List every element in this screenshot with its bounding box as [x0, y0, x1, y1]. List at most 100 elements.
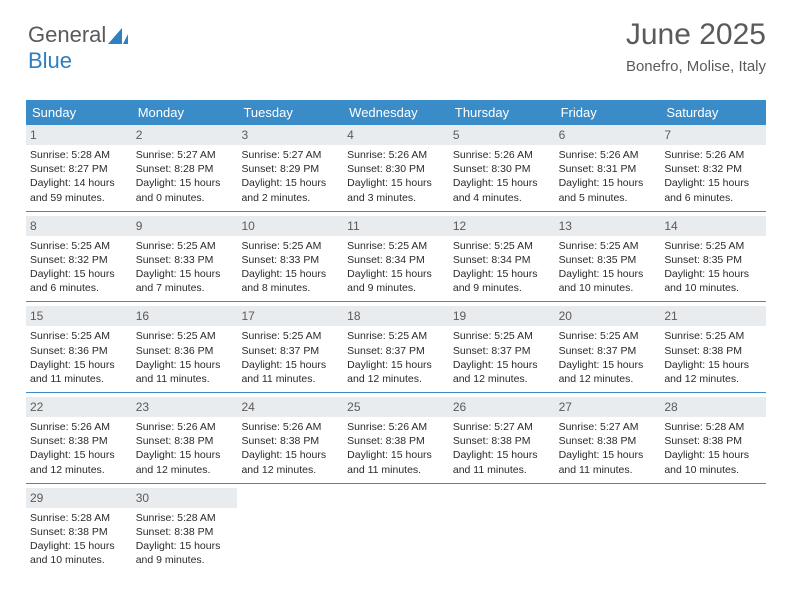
- day-number: 17: [237, 306, 343, 326]
- day-details: Sunrise: 5:25 AMSunset: 8:35 PMDaylight:…: [559, 239, 657, 296]
- day-details: Sunrise: 5:25 AMSunset: 8:32 PMDaylight:…: [30, 239, 128, 296]
- day-number: 21: [660, 306, 766, 326]
- calendar-day: 7 Sunrise: 5:26 AMSunset: 8:32 PMDaylight…: [660, 125, 766, 211]
- day-details: Sunrise: 5:28 AMSunset: 8:38 PMDaylight:…: [136, 511, 234, 568]
- day-number: 9: [132, 216, 238, 236]
- day-details: Sunrise: 5:28 AMSunset: 8:38 PMDaylight:…: [664, 420, 762, 477]
- day-details: Sunrise: 5:28 AMSunset: 8:38 PMDaylight:…: [30, 511, 128, 568]
- day-number: 8: [26, 216, 132, 236]
- page-header: June 2025 Bonefro, Molise, Italy: [626, 18, 766, 75]
- weekday-header: Sunday: [26, 100, 132, 125]
- day-details: Sunrise: 5:27 AMSunset: 8:38 PMDaylight:…: [453, 420, 551, 477]
- day-details: Sunrise: 5:26 AMSunset: 8:38 PMDaylight:…: [241, 420, 339, 477]
- day-details: Sunrise: 5:25 AMSunset: 8:33 PMDaylight:…: [241, 239, 339, 296]
- calendar-day: 15 Sunrise: 5:25 AMSunset: 8:36 PMDayligh…: [26, 306, 132, 392]
- day-number: 23: [132, 397, 238, 417]
- day-number: 26: [449, 397, 555, 417]
- day-details: Sunrise: 5:26 AMSunset: 8:31 PMDaylight:…: [559, 148, 657, 205]
- page-title: June 2025: [626, 18, 766, 52]
- day-number: 18: [343, 306, 449, 326]
- calendar-day: 23 Sunrise: 5:26 AMSunset: 8:38 PMDayligh…: [132, 397, 238, 483]
- calendar-day: 14Sunrise: 5:25 AMSunset: 8:35 PMDayligh…: [660, 216, 766, 302]
- day-number: 1: [26, 125, 132, 145]
- weekday-header: Wednesday: [343, 100, 449, 125]
- calendar-day: 9 Sunrise: 5:25 AMSunset: 8:33 PMDaylight…: [132, 216, 238, 302]
- calendar-day: 6 Sunrise: 5:26 AMSunset: 8:31 PMDaylight…: [555, 125, 661, 211]
- calendar-day: 16 Sunrise: 5:25 AMSunset: 8:36 PMDayligh…: [132, 306, 238, 392]
- day-details: Sunrise: 5:27 AMSunset: 8:38 PMDaylight:…: [559, 420, 657, 477]
- day-details: Sunrise: 5:27 AMSunset: 8:28 PMDaylight:…: [136, 148, 234, 205]
- logo-text-blue: Blue: [28, 48, 72, 73]
- day-number: 28: [660, 397, 766, 417]
- day-details: Sunrise: 5:26 AMSunset: 8:38 PMDaylight:…: [30, 420, 128, 477]
- day-details: Sunrise: 5:25 AMSunset: 8:34 PMDaylight:…: [347, 239, 445, 296]
- day-number: 15: [26, 306, 132, 326]
- calendar-day: 5 Sunrise: 5:26 AMSunset: 8:30 PMDaylight…: [449, 125, 555, 211]
- calendar-day: 28 Sunrise: 5:28 AMSunset: 8:38 PMDayligh…: [660, 397, 766, 483]
- calendar-day: 20Sunrise: 5:25 AMSunset: 8:37 PMDayligh…: [555, 306, 661, 392]
- weekday-header-row: SundayMondayTuesdayWednesdayThursdayFrid…: [26, 100, 766, 125]
- calendar-day: 12 Sunrise: 5:25 AMSunset: 8:34 PMDayligh…: [449, 216, 555, 302]
- day-number: 6: [555, 125, 661, 145]
- sail-icon: [108, 28, 128, 44]
- logo-text-gray: General: [28, 22, 106, 47]
- day-details: Sunrise: 5:25 AMSunset: 8:36 PMDaylight:…: [30, 329, 128, 386]
- calendar-day: 30 Sunrise: 5:28 AMSunset: 8:38 PMDayligh…: [132, 488, 238, 574]
- day-number: 4: [343, 125, 449, 145]
- day-details: Sunrise: 5:28 AMSunset: 8:27 PMDaylight:…: [30, 148, 128, 205]
- day-details: Sunrise: 5:25 AMSunset: 8:37 PMDaylight:…: [453, 329, 551, 386]
- day-number: 27: [555, 397, 661, 417]
- day-details: Sunrise: 5:26 AMSunset: 8:38 PMDaylight:…: [136, 420, 234, 477]
- day-number: 2: [132, 125, 238, 145]
- day-details: Sunrise: 5:26 AMSunset: 8:38 PMDaylight:…: [347, 420, 445, 477]
- calendar-day: 17 Sunrise: 5:25 AMSunset: 8:37 PMDayligh…: [237, 306, 343, 392]
- day-number: 7: [660, 125, 766, 145]
- day-number: 10: [237, 216, 343, 236]
- day-number: 11: [343, 216, 449, 236]
- calendar-day: 10 Sunrise: 5:25 AMSunset: 8:33 PMDayligh…: [237, 216, 343, 302]
- day-details: Sunrise: 5:25 AMSunset: 8:37 PMDaylight:…: [347, 329, 445, 386]
- calendar-day: 8 Sunrise: 5:25 AMSunset: 8:32 PMDaylight…: [26, 216, 132, 302]
- day-number: 19: [449, 306, 555, 326]
- day-details: Sunrise: 5:26 AMSunset: 8:30 PMDaylight:…: [347, 148, 445, 205]
- day-details: Sunrise: 5:26 AMSunset: 8:30 PMDaylight:…: [453, 148, 551, 205]
- day-details: Sunrise: 5:27 AMSunset: 8:29 PMDaylight:…: [241, 148, 339, 205]
- location-text: Bonefro, Molise, Italy: [626, 58, 766, 75]
- calendar-day: 21 Sunrise: 5:25 AMSunset: 8:38 PMDayligh…: [660, 306, 766, 392]
- weekday-header: Monday: [132, 100, 238, 125]
- day-details: Sunrise: 5:25 AMSunset: 8:37 PMDaylight:…: [559, 329, 657, 386]
- day-number: 30: [132, 488, 238, 508]
- day-number: 16: [132, 306, 238, 326]
- day-number: 22: [26, 397, 132, 417]
- calendar-day: 22 Sunrise: 5:26 AMSunset: 8:38 PMDayligh…: [26, 397, 132, 483]
- calendar-day: 2 Sunrise: 5:27 AMSunset: 8:28 PMDaylight…: [132, 125, 238, 211]
- calendar-day: 25 Sunrise: 5:26 AMSunset: 8:38 PMDayligh…: [343, 397, 449, 483]
- day-details: Sunrise: 5:26 AMSunset: 8:32 PMDaylight:…: [664, 148, 762, 205]
- calendar-day: 26 Sunrise: 5:27 AMSunset: 8:38 PMDayligh…: [449, 397, 555, 483]
- calendar-day: 4 Sunrise: 5:26 AMSunset: 8:30 PMDaylight…: [343, 125, 449, 211]
- day-number: 12: [449, 216, 555, 236]
- calendar-week: 8 Sunrise: 5:25 AMSunset: 8:32 PMDaylight…: [26, 216, 766, 303]
- day-number: 25: [343, 397, 449, 417]
- calendar-day: 27 Sunrise: 5:27 AMSunset: 8:38 PMDayligh…: [555, 397, 661, 483]
- day-details: Sunrise: 5:25 AMSunset: 8:33 PMDaylight:…: [136, 239, 234, 296]
- logo: General Blue: [28, 22, 128, 74]
- day-number: 29: [26, 488, 132, 508]
- weekday-header: Friday: [555, 100, 661, 125]
- calendar-day: 29 Sunrise: 5:28 AMSunset: 8:38 PMDayligh…: [26, 488, 132, 574]
- day-number: 3: [237, 125, 343, 145]
- day-number: 5: [449, 125, 555, 145]
- day-number: 13: [555, 216, 661, 236]
- calendar-week: 15Sunrise: 5:25 AMSunset: 8:36 PMDayligh…: [26, 306, 766, 393]
- day-details: Sunrise: 5:25 AMSunset: 8:34 PMDaylight:…: [453, 239, 551, 296]
- calendar-day: 3 Sunrise: 5:27 AMSunset: 8:29 PMDaylight…: [237, 125, 343, 211]
- day-details: Sunrise: 5:25 AMSunset: 8:36 PMDaylight:…: [136, 329, 234, 386]
- calendar-day: 11 Sunrise: 5:25 AMSunset: 8:34 PMDayligh…: [343, 216, 449, 302]
- day-details: Sunrise: 5:25 AMSunset: 8:37 PMDaylight:…: [241, 329, 339, 386]
- calendar-day: 13 Sunrise: 5:25 AMSunset: 8:35 PMDayligh…: [555, 216, 661, 302]
- calendar-day: 1 Sunrise: 5:28 AMSunset: 8:27 PMDaylight…: [26, 125, 132, 211]
- calendar-day: 18 Sunrise: 5:25 AMSunset: 8:37 PMDayligh…: [343, 306, 449, 392]
- weekday-header: Thursday: [449, 100, 555, 125]
- calendar-day: 19 Sunrise: 5:25 AMSunset: 8:37 PMDayligh…: [449, 306, 555, 392]
- day-details: Sunrise: 5:25 AMSunset: 8:38 PMDaylight:…: [664, 329, 762, 386]
